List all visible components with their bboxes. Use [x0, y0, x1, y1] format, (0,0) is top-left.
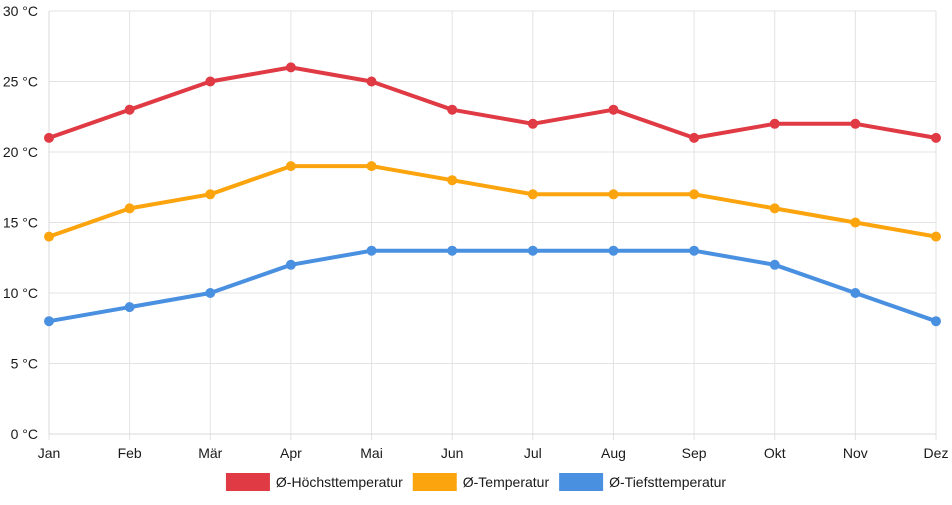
- data-point-o-tiefsttemperatur[interactable]: [124, 302, 135, 313]
- x-tick-label: Jan: [38, 445, 61, 461]
- data-point-o-temperatur[interactable]: [689, 189, 700, 200]
- series-line-o-tiefsttemperatur: [47, 248, 938, 324]
- x-tick-label: Nov: [843, 445, 868, 461]
- data-point-o-temperatur[interactable]: [366, 161, 377, 172]
- legend-item-o-temperatur[interactable]: Ø-Temperatur: [412, 473, 550, 491]
- data-point-o-tiefsttemperatur[interactable]: [850, 288, 861, 298]
- x-tick-label: Mai: [360, 445, 383, 461]
- data-point-o-tiefsttemperatur[interactable]: [44, 316, 54, 327]
- data-point-o-hochsttemperatur[interactable]: [850, 118, 861, 129]
- data-point-o-hochsttemperatur[interactable]: [366, 76, 377, 87]
- legend-label: Ø-Höchsttemperatur: [276, 474, 403, 490]
- x-tick-label: Dez: [924, 445, 949, 461]
- y-tick-label: 30 °C: [3, 3, 38, 19]
- data-point-o-tiefsttemperatur[interactable]: [205, 288, 216, 298]
- data-point-o-tiefsttemperatur[interactable]: [769, 259, 780, 270]
- data-point-o-tiefsttemperatur[interactable]: [931, 316, 941, 327]
- data-point-o-tiefsttemperatur[interactable]: [689, 245, 700, 256]
- y-tick-label: 10 °C: [3, 285, 38, 301]
- data-point-o-hochsttemperatur[interactable]: [769, 118, 780, 129]
- data-point-o-hochsttemperatur[interactable]: [124, 104, 135, 115]
- data-point-o-hochsttemperatur[interactable]: [44, 132, 54, 143]
- series-o-hochsttemperatur: [44, 62, 941, 143]
- data-point-o-hochsttemperatur[interactable]: [689, 132, 700, 143]
- y-tick-label: 20 °C: [3, 144, 38, 160]
- data-point-o-hochsttemperatur[interactable]: [447, 104, 458, 115]
- data-point-o-tiefsttemperatur[interactable]: [366, 245, 377, 256]
- series-o-tiefsttemperatur: [44, 245, 941, 327]
- data-point-o-temperatur[interactable]: [850, 217, 861, 228]
- legend-item-o-tiefsttemperatur[interactable]: Ø-Tiefsttemperatur: [559, 473, 726, 491]
- series-layer: [44, 62, 941, 327]
- x-tick-label: Okt: [764, 445, 786, 461]
- x-tick-label: Aug: [601, 445, 626, 461]
- data-point-o-temperatur[interactable]: [124, 203, 135, 214]
- series-line-o-temperatur: [47, 164, 938, 239]
- legend-label: Ø-Temperatur: [463, 474, 550, 490]
- legend[interactable]: Ø-Höchsttemperatur Ø-Temperatur Ø-Tiefstte…: [225, 473, 726, 491]
- data-point-o-tiefsttemperatur[interactable]: [527, 245, 538, 256]
- data-point-o-temperatur[interactable]: [931, 231, 941, 242]
- data-point-o-temperatur[interactable]: [447, 175, 458, 186]
- x-tick-label: Sep: [682, 445, 707, 461]
- data-point-o-temperatur[interactable]: [608, 189, 619, 200]
- legend-swatch: [412, 473, 457, 491]
- legend-swatch: [225, 473, 270, 491]
- y-tick-label: 0 °C: [11, 426, 38, 442]
- x-tick-label: Jun: [441, 445, 464, 461]
- data-point-o-temperatur[interactable]: [527, 189, 538, 200]
- grid-layer: [48, 10, 937, 440]
- y-tick-label: 15 °C: [3, 215, 38, 231]
- series-line-o-hochsttemperatur: [47, 65, 938, 140]
- x-tick-label: Jul: [524, 445, 542, 461]
- series-o-temperatur: [44, 161, 941, 242]
- x-tick-label: Mär: [198, 445, 222, 461]
- data-point-o-tiefsttemperatur[interactable]: [608, 245, 619, 256]
- y-tick-label: 5 °C: [11, 356, 38, 372]
- legend-item-o-hochsttemperatur[interactable]: Ø-Höchsttemperatur: [225, 473, 403, 491]
- y-tick-label: 25 °C: [3, 74, 38, 90]
- data-point-o-hochsttemperatur[interactable]: [931, 132, 941, 143]
- axis-layer: 0 °C 5 °C 10 °C 15 °C 20 °C 25 °C 30 °C Jan Feb M…: [3, 3, 949, 461]
- data-point-o-temperatur[interactable]: [205, 189, 216, 200]
- data-point-o-tiefsttemperatur[interactable]: [447, 245, 458, 256]
- data-point-o-hochsttemperatur[interactable]: [608, 104, 619, 115]
- x-tick-label: Apr: [280, 445, 302, 461]
- data-point-o-hochsttemperatur[interactable]: [285, 62, 296, 73]
- x-tick-label: Feb: [118, 445, 142, 461]
- data-point-o-hochsttemperatur[interactable]: [527, 118, 538, 129]
- data-point-o-temperatur[interactable]: [285, 161, 296, 172]
- data-point-o-temperatur[interactable]: [769, 203, 780, 214]
- legend-swatch: [559, 473, 604, 491]
- data-point-o-tiefsttemperatur[interactable]: [285, 259, 296, 270]
- legend-label: Ø-Tiefsttemperatur: [609, 474, 726, 490]
- data-point-o-temperatur[interactable]: [44, 231, 54, 242]
- data-point-o-hochsttemperatur[interactable]: [205, 76, 216, 87]
